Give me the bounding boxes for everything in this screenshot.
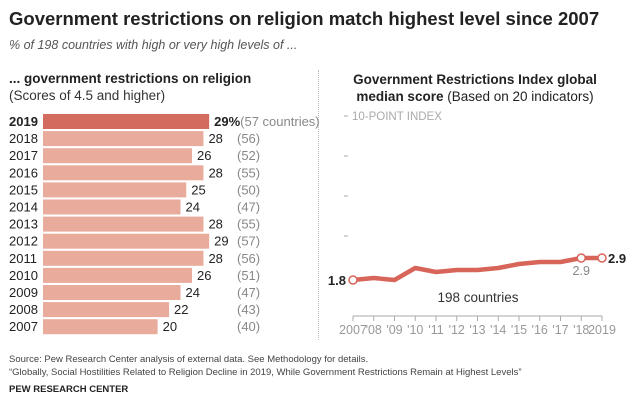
bar [43,302,170,318]
line-title-rest: (Based on 20 indicators) [447,89,594,104]
bar [43,182,187,198]
x-tick-label: '15 [511,323,527,337]
bar [43,131,204,147]
x-tick-label: '16 [532,323,548,337]
line-series [352,255,602,283]
bar-count-label: (52) [237,148,260,163]
bar-value-label: 29 [214,234,228,249]
line-title-bold: Government Restrictions Index global med… [353,72,597,104]
bar-value-label: 22 [174,302,188,317]
bar-count-label: (55) [237,165,260,180]
report-text: “Globally, Social Hostilities Related to… [9,367,522,378]
bar-count-label: (57) [237,234,260,249]
data-point [597,253,607,263]
bar-count-label: (43) [237,302,260,317]
bar-count-label: (47) [237,285,260,300]
bar-chart-subtitle: (Scores of 4.5 and higher) [9,88,166,103]
bar-value-label: 29% [214,114,240,129]
prev-value-label: 2.9 [573,264,590,278]
x-tick-label: '12 [449,323,465,337]
bar-category-label: 2013 [9,217,38,232]
bar-value-label: 28 [208,131,222,146]
x-tick-label: '10 [407,323,423,337]
x-tick-label: '17 [552,323,568,337]
x-tick-label: '08 [366,323,382,337]
start-value-label: 1.8 [328,273,346,288]
bar-value-label: 26 [197,268,211,283]
bar-category-label: 2019 [9,114,38,129]
bar [43,114,210,129]
divider [318,70,319,340]
x-tick-label: '11 [428,323,443,337]
bar-count-label: (51) [237,268,260,283]
bar-value-label: 24 [186,285,200,300]
bar-category-label: 2018 [9,131,38,146]
annotation: 198 countries [437,290,518,305]
bar-count-label: (47) [237,200,260,215]
bar-value-label: 20 [163,319,177,334]
bar-count-label: (50) [237,182,260,197]
x-tick-label: '13 [469,323,485,337]
line-chart-title: Government Restrictions Index global med… [330,71,620,105]
bar-count-label: (40) [237,319,260,334]
bar [43,148,192,164]
chart-subtitle: % of 198 countries with high or very hig… [9,38,298,52]
bar-category-label: 2015 [9,182,38,197]
x-tick-label: '14 [490,323,506,337]
source-text: Source: Pew Research Center analysis of … [9,354,369,365]
bar-category-label: 2010 [9,268,38,283]
bar [43,199,181,215]
x-tick-label: '09 [386,323,402,337]
bar-value-label: 24 [186,200,200,215]
bar [43,319,158,335]
bar-category-label: 2007 [9,319,38,334]
bar-category-label: 2008 [9,302,38,317]
bar-value-label: 26 [197,148,211,163]
bar-count-label: (55) [237,217,260,232]
org-name: PEW RESEARCH CENTER [9,384,129,395]
end-value-label: 2.9 [608,251,626,266]
data-point [576,253,586,263]
bar [43,165,204,181]
data-point [348,275,358,285]
bar-category-label: 2014 [9,200,38,215]
bar [43,285,181,300]
bar-count-label: (56) [237,251,260,266]
bar-category-label: 2009 [9,285,38,300]
chart-title: Government restrictions on religion matc… [9,8,600,29]
bar-value-label: 28 [208,165,222,180]
bar-count-label: (56) [237,131,260,146]
bar-category-label: 2017 [9,148,38,163]
bar-category-label: 2016 [9,165,38,180]
bar-category-label: 2012 [9,234,38,249]
bar [43,250,204,266]
x-tick-label: '18 [573,323,589,337]
bar [43,267,192,283]
bar-count-label: (57 countries) [240,114,319,129]
bar-value-label: 25 [191,182,205,197]
bar-chart-title: ... government restrictions on religion [9,71,252,86]
source-note: Source: Pew Research Center analysis of … [9,353,522,379]
x-tick-label: 2007 [339,323,367,337]
bar [43,216,204,232]
bar [43,233,210,249]
x-tick-label: 2019 [588,323,616,337]
bar-category-label: 2011 [9,251,37,266]
bar-value-label: 28 [208,251,222,266]
y-axis-label: 10-POINT INDEX [352,111,442,123]
bar-value-label: 28 [208,217,222,232]
